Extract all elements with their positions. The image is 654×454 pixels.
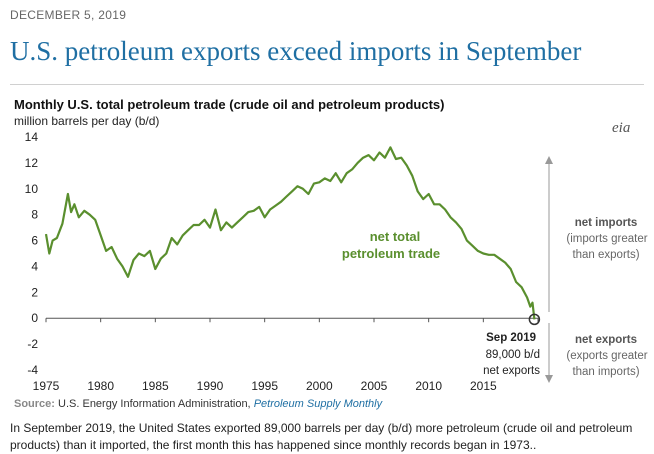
net-exports-sub1: (exports greater — [566, 350, 647, 362]
net-imports-sub1: (imports greater — [566, 233, 647, 245]
eia-logo: eia — [612, 120, 631, 136]
y-tick-label: 8 — [31, 208, 38, 222]
headline: U.S. petroleum exports exceed imports in… — [10, 36, 582, 66]
x-tick-label: 2015 — [470, 379, 497, 393]
y-tick-label: 12 — [25, 156, 39, 170]
x-tick-label: 1975 — [33, 379, 60, 393]
source-publication-link[interactable]: Petroleum Supply Monthly — [253, 398, 383, 410]
x-tick-label: 2000 — [306, 379, 333, 393]
net-imports-sub2: than exports) — [572, 249, 639, 261]
series-line-net-trade — [44, 146, 536, 320]
y-tick-label: 2 — [31, 285, 38, 299]
sep-2019-marker — [528, 313, 541, 326]
exports-arrow — [545, 323, 553, 383]
article-date: DECEMBER 5, 2019 — [10, 8, 127, 22]
y-tick-label: 10 — [25, 182, 39, 196]
x-tick-label: 2010 — [415, 379, 442, 393]
source-text: U.S. Energy Information Administration, — [58, 398, 251, 410]
sep-2019-label: Sep 2019 — [486, 332, 536, 344]
imports-arrow — [545, 156, 553, 312]
x-tick-label: 1990 — [197, 379, 224, 393]
series-label-line1: net total — [370, 229, 421, 244]
x-axis-tick-marks — [45, 318, 539, 323]
divider — [10, 84, 644, 85]
net-imports-title: net imports — [575, 217, 638, 229]
y-tick-label: 0 — [31, 311, 38, 325]
source-note: Source: U.S. Energy Information Administ… — [14, 398, 382, 410]
x-tick-label: 1980 — [87, 379, 114, 393]
x-tick-label: 1995 — [251, 379, 278, 393]
chart-subtitle: million barrels per day (b/d) — [14, 114, 160, 128]
y-tick-label: -4 — [27, 363, 38, 377]
sep-2019-value: 89,000 b/d — [486, 349, 540, 361]
net-exports-title: net exports — [575, 334, 637, 346]
y-tick-label: 14 — [25, 130, 39, 144]
net-exports-sub2: than imports) — [572, 366, 639, 378]
sep-2019-note: net exports — [483, 365, 540, 377]
y-tick-label: -2 — [27, 337, 38, 351]
y-tick-label: 4 — [31, 259, 38, 273]
series-label-line2: petroleum trade — [342, 246, 440, 261]
x-tick-label: 2005 — [361, 379, 388, 393]
source-label: Source: — [14, 398, 55, 410]
x-axis-ticks: 1975 1980 1985 1990 1995 2000 2005 2010 2015 — [33, 379, 497, 393]
caption: In September 2019, the United States exp… — [10, 421, 633, 452]
x-tick-label: 1985 — [142, 379, 169, 393]
y-axis-ticks: 14 12 10 8 6 4 2 0 -2 -4 — [25, 130, 39, 377]
y-tick-label: 6 — [31, 234, 38, 248]
chart-title: Monthly U.S. total petroleum trade (crud… — [14, 97, 445, 112]
